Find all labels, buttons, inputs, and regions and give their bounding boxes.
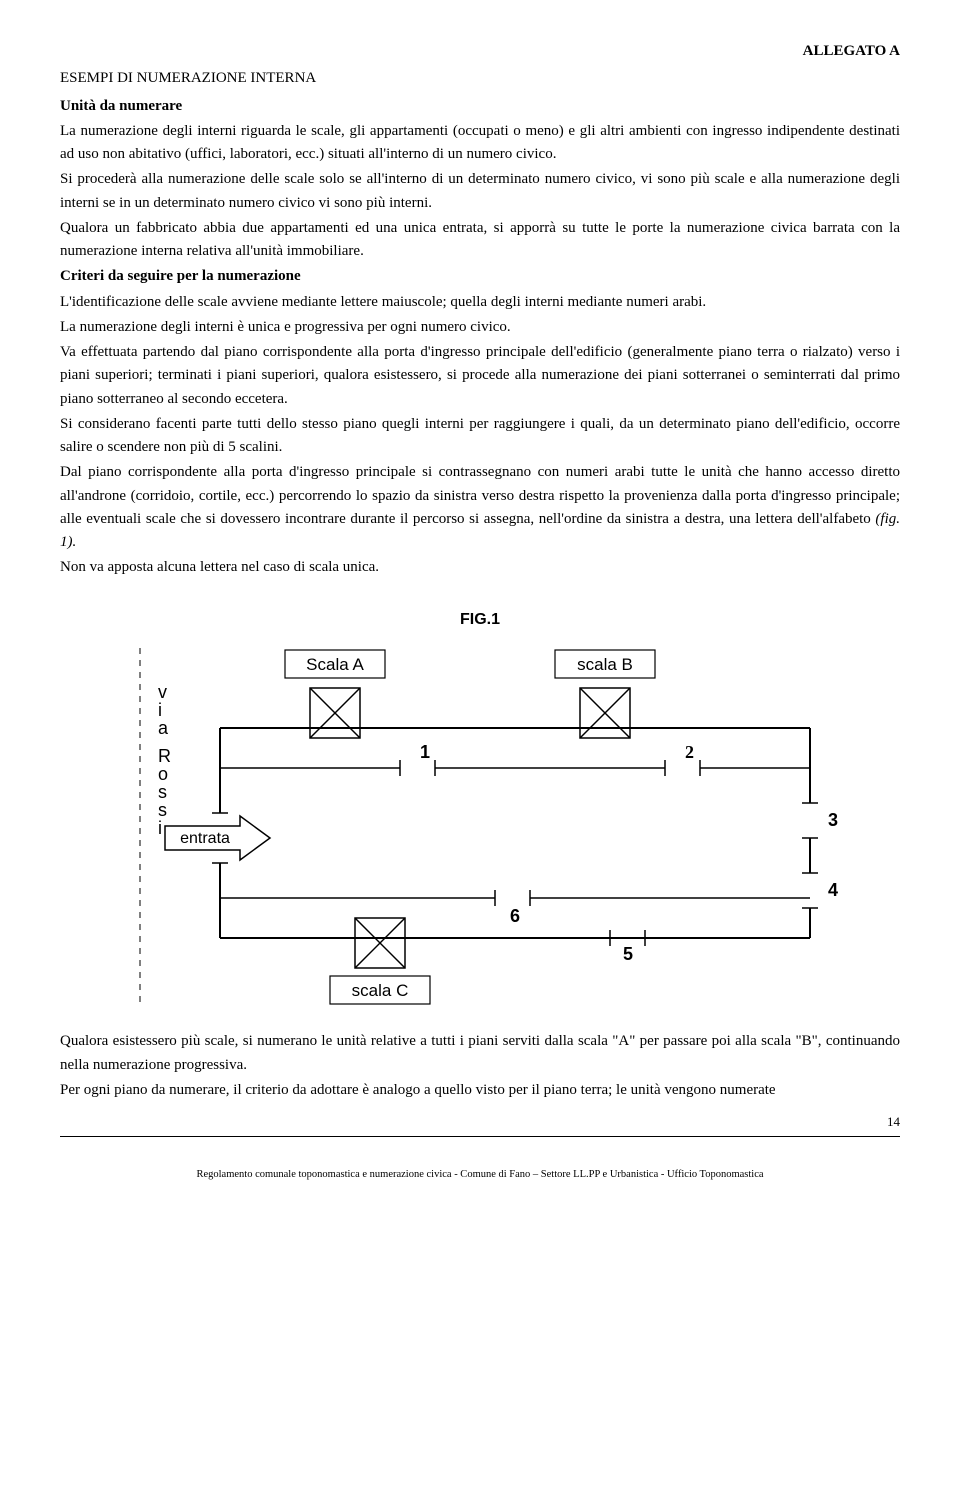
- paragraph-4: L'identificazione delle scale avviene me…: [60, 291, 900, 314]
- subtitle-criteri: Criteri da seguire per la numerazione: [60, 265, 900, 288]
- door-num-3: 3: [828, 810, 838, 830]
- paragraph-7: Si considerano facenti parte tutti dello…: [60, 413, 900, 460]
- door-num-1: 1: [420, 742, 430, 762]
- main-title: ESEMPI DI NUMERAZIONE INTERNA: [60, 67, 900, 90]
- paragraph-5: La numerazione degli interni è unica e p…: [60, 316, 900, 339]
- floorplan-svg: v i a R o s s i Scala A: [110, 638, 850, 1018]
- scala-a-label: Scala A: [306, 655, 364, 674]
- paragraph-3: Qualora un fabbricato abbia due appartam…: [60, 217, 900, 264]
- paragraph-8: Dal piano corrispondente alla porta d'in…: [60, 461, 900, 554]
- paragraph-10: Qualora esistessero più scale, si numera…: [60, 1030, 900, 1077]
- paragraph-1: La numerazione degli interni riguarda le…: [60, 120, 900, 167]
- via-label: v i a R o s s i: [158, 682, 176, 838]
- door-num-2: 2: [685, 742, 694, 762]
- figure-title: FIG.1: [60, 608, 900, 633]
- scala-c-label: scala C: [352, 981, 409, 1000]
- entrata-label: entrata: [180, 830, 230, 847]
- door-num-6: 6: [510, 906, 520, 926]
- allegato-label: ALLEGATO A: [60, 40, 900, 63]
- paragraph-8-text: Dal piano corrispondente alla porta d'in…: [60, 464, 900, 527]
- footer-divider: [60, 1136, 900, 1137]
- scala-b-label: scala B: [577, 655, 633, 674]
- door-num-4: 4: [828, 880, 838, 900]
- page-number: 14: [60, 1112, 900, 1132]
- paragraph-6: Va effettuata partendo dal piano corrisp…: [60, 341, 900, 411]
- paragraph-2: Si procederà alla numerazione delle scal…: [60, 168, 900, 215]
- footer-text: Regolamento comunale toponomastica e num…: [60, 1167, 900, 1183]
- door-num-5: 5: [623, 944, 633, 964]
- paragraph-11: Per ogni piano da numerare, il criterio …: [60, 1079, 900, 1102]
- paragraph-9: Non va apposta alcuna lettera nel caso d…: [60, 556, 900, 579]
- subtitle-unita: Unità da numerare: [60, 95, 900, 118]
- figure-1-diagram: v i a R o s s i Scala A: [60, 638, 900, 1018]
